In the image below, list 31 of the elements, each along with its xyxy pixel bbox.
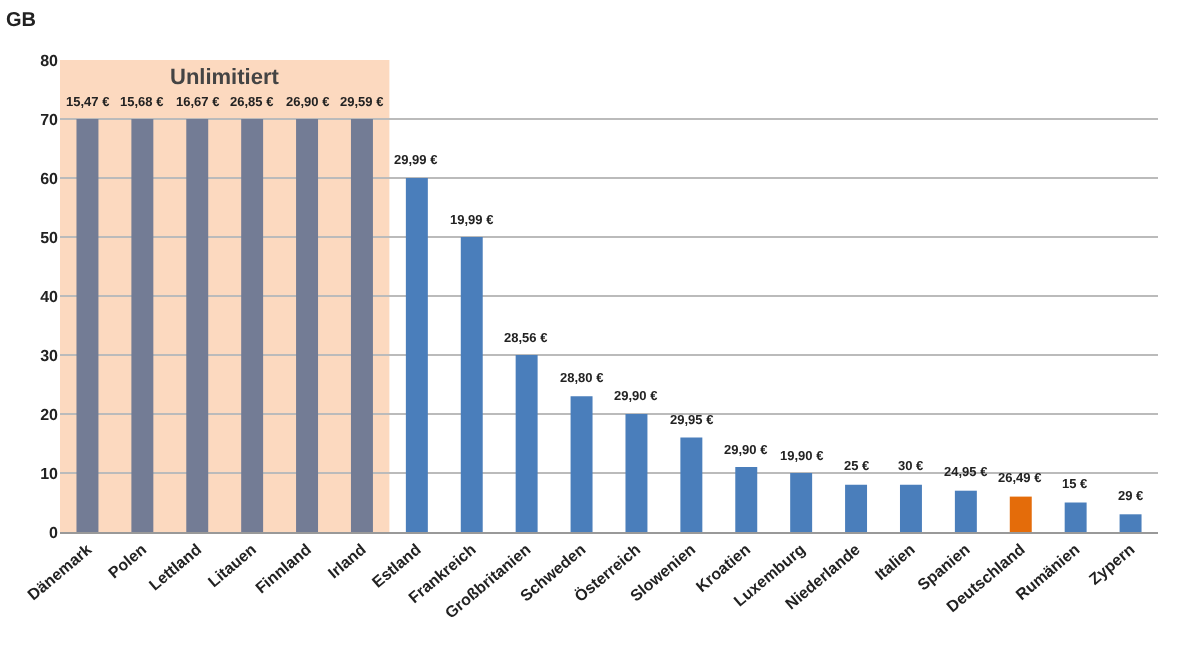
bar xyxy=(296,119,319,532)
bar xyxy=(131,119,154,532)
bar xyxy=(1119,514,1142,532)
bar xyxy=(735,467,758,532)
y-tick-label: 10 xyxy=(40,464,60,483)
y-tick-label: 70 xyxy=(40,110,60,129)
bar xyxy=(845,484,868,532)
bar xyxy=(680,437,703,532)
y-tick-label: 50 xyxy=(40,228,60,247)
bar xyxy=(405,178,428,532)
bar xyxy=(570,396,593,532)
bar xyxy=(76,119,99,532)
bar xyxy=(625,414,648,532)
bar xyxy=(515,355,538,532)
y-tick-label: 30 xyxy=(40,346,60,365)
bar xyxy=(241,119,264,532)
bar xyxy=(790,473,813,532)
y-tick-label: 60 xyxy=(40,169,60,188)
y-tick-label: 80 xyxy=(40,51,60,70)
y-axis-title: GB xyxy=(6,10,36,32)
band-label: Unlimitiert xyxy=(170,66,280,90)
bar xyxy=(954,490,977,532)
y-tick-label: 40 xyxy=(40,287,60,306)
bar xyxy=(186,119,209,532)
bar xyxy=(460,237,483,532)
y-tick-label: 20 xyxy=(40,405,60,424)
bar xyxy=(1009,496,1032,532)
bar xyxy=(350,119,373,532)
bar xyxy=(899,484,922,532)
bar xyxy=(1064,502,1087,532)
y-tick-label: 0 xyxy=(49,523,60,542)
